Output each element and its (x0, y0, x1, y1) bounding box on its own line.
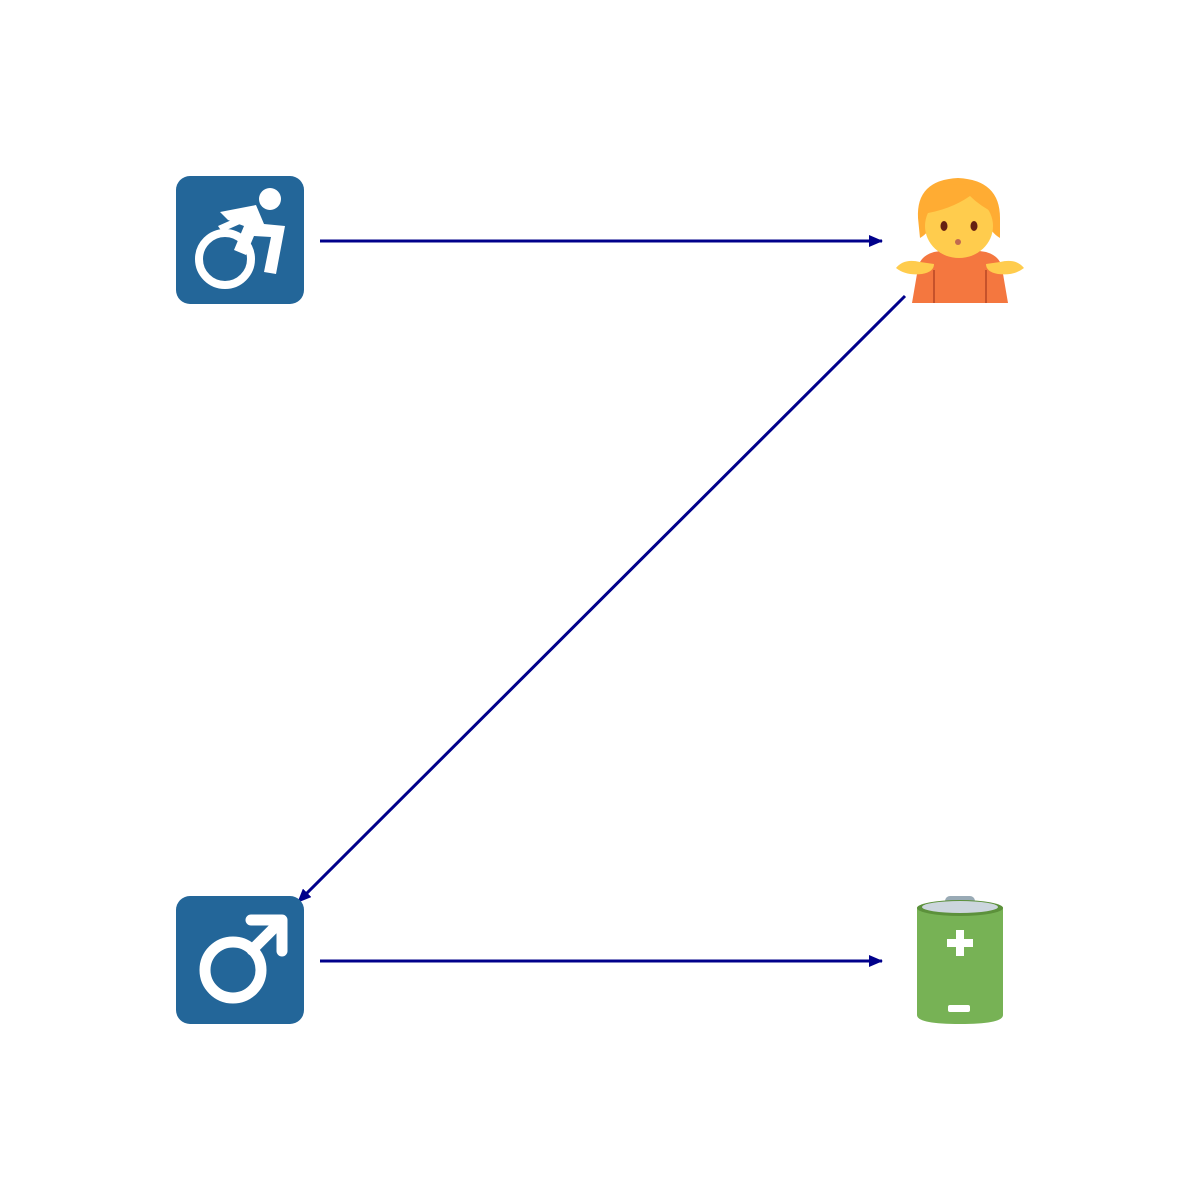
person-shrugging-icon (896, 178, 1024, 303)
male-sign-icon (176, 896, 304, 1024)
edge-shrug-to-male (296, 294, 907, 904)
motorized-wheelchair-icon (176, 176, 304, 304)
battery-icon (917, 896, 1003, 1024)
